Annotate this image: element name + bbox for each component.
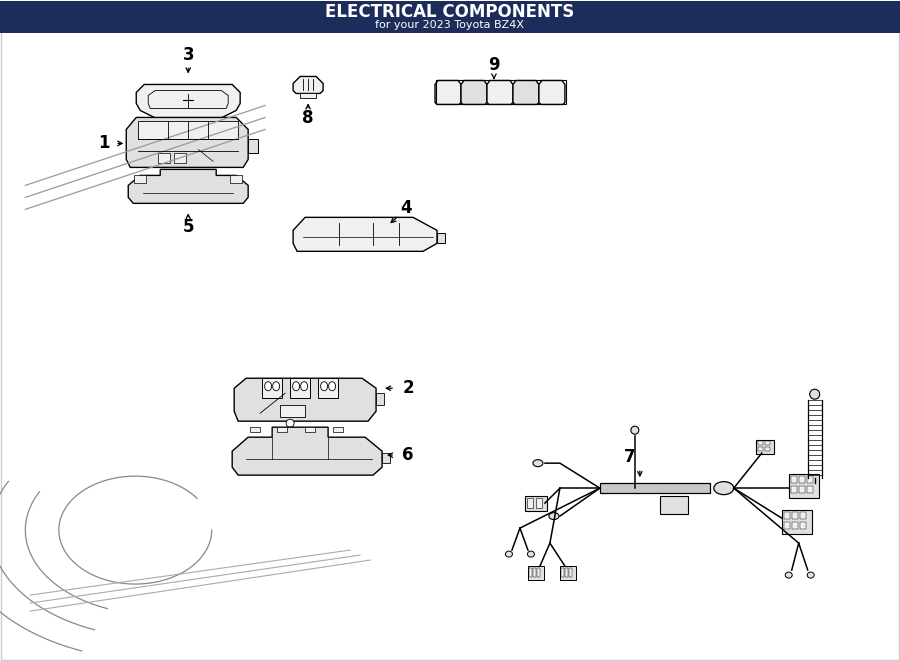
Bar (792, 522, 797, 529)
Bar (376, 393, 384, 405)
Polygon shape (293, 217, 437, 251)
Polygon shape (513, 81, 539, 104)
Bar (536, 498, 542, 508)
Ellipse shape (810, 389, 820, 399)
Bar (525, 496, 547, 511)
Bar (758, 441, 762, 445)
Bar (800, 512, 806, 519)
Bar (600, 483, 710, 493)
Bar (791, 486, 796, 493)
Polygon shape (487, 81, 513, 104)
Bar (800, 522, 806, 529)
Text: 1: 1 (98, 134, 110, 153)
Text: 3: 3 (183, 46, 194, 65)
Polygon shape (234, 378, 376, 421)
Text: 6: 6 (402, 446, 414, 464)
Bar (565, 568, 568, 577)
Bar (537, 568, 540, 577)
Bar (569, 568, 572, 577)
Bar (526, 498, 533, 508)
Ellipse shape (506, 551, 512, 557)
Bar (765, 447, 770, 451)
Polygon shape (126, 118, 248, 167)
Text: 8: 8 (302, 110, 314, 128)
Polygon shape (129, 169, 248, 204)
Bar (248, 139, 258, 153)
Polygon shape (136, 85, 240, 118)
Bar (784, 512, 789, 519)
Bar (782, 510, 812, 534)
Bar (318, 378, 338, 398)
Bar (300, 93, 316, 98)
Ellipse shape (292, 381, 300, 391)
Bar (280, 405, 305, 417)
Text: 2: 2 (402, 379, 414, 397)
Bar (333, 427, 343, 432)
Bar (765, 441, 770, 445)
Ellipse shape (320, 381, 328, 391)
Bar (561, 568, 564, 577)
Bar (791, 476, 796, 483)
Polygon shape (435, 81, 461, 104)
Ellipse shape (714, 482, 734, 494)
Polygon shape (461, 81, 487, 104)
Bar (134, 175, 146, 183)
Ellipse shape (301, 381, 308, 391)
Ellipse shape (533, 459, 543, 467)
Bar (305, 427, 315, 432)
Bar (230, 175, 242, 183)
Bar (290, 378, 310, 398)
Bar (175, 153, 186, 163)
Bar (528, 566, 544, 580)
Text: 4: 4 (400, 200, 412, 217)
Bar (660, 496, 688, 514)
Ellipse shape (273, 381, 280, 391)
Bar (758, 447, 762, 451)
Bar (798, 476, 805, 483)
Text: for your 2023 Toyota BZ4X: for your 2023 Toyota BZ4X (375, 20, 525, 30)
Bar (437, 233, 445, 243)
Bar (798, 486, 805, 493)
Bar (382, 453, 390, 463)
Ellipse shape (785, 572, 792, 578)
Ellipse shape (527, 551, 535, 557)
Text: ELECTRICAL COMPONENTS: ELECTRICAL COMPONENTS (326, 3, 574, 20)
Bar (529, 568, 532, 577)
Ellipse shape (631, 426, 639, 434)
Bar (756, 440, 774, 454)
Text: 5: 5 (183, 218, 194, 237)
Bar (0, 1, 900, 32)
Bar (533, 568, 536, 577)
Bar (784, 522, 789, 529)
Ellipse shape (286, 419, 294, 427)
Bar (277, 427, 287, 432)
Ellipse shape (265, 381, 272, 391)
Bar (788, 474, 819, 498)
Ellipse shape (328, 381, 336, 391)
Text: 7: 7 (624, 448, 635, 466)
Text: 9: 9 (488, 56, 500, 75)
Bar (139, 122, 238, 139)
Ellipse shape (807, 572, 815, 578)
Bar (806, 476, 813, 483)
Bar (436, 81, 566, 104)
Bar (158, 153, 170, 163)
Bar (262, 378, 282, 398)
Bar (806, 486, 813, 493)
Polygon shape (293, 77, 323, 93)
Polygon shape (539, 81, 565, 104)
Ellipse shape (549, 513, 559, 520)
Bar (792, 512, 797, 519)
Bar (560, 566, 576, 580)
Bar (250, 427, 260, 432)
Polygon shape (232, 427, 382, 475)
